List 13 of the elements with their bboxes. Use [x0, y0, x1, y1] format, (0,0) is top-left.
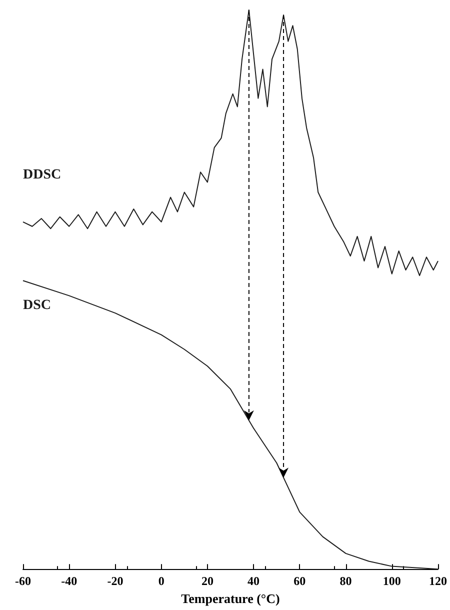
x-tick-label: 40 — [248, 574, 260, 588]
series-label: DSC — [23, 298, 52, 314]
x-tick-label: 0 — [158, 574, 164, 588]
x-tick-label: -60 — [15, 574, 31, 588]
x-axis-title: Temperature (°C) — [181, 591, 280, 606]
x-tick-label: 120 — [429, 574, 447, 588]
text: DDSC — [23, 167, 62, 182]
x-tick-label: -40 — [61, 574, 78, 588]
x-tick-label: 20 — [201, 574, 214, 588]
x-tick-label: -20 — [107, 574, 124, 588]
x-tick-label: 60 — [294, 574, 306, 588]
x-tick-label: 100 — [382, 574, 401, 588]
x-tick-label: 80 — [340, 574, 352, 588]
